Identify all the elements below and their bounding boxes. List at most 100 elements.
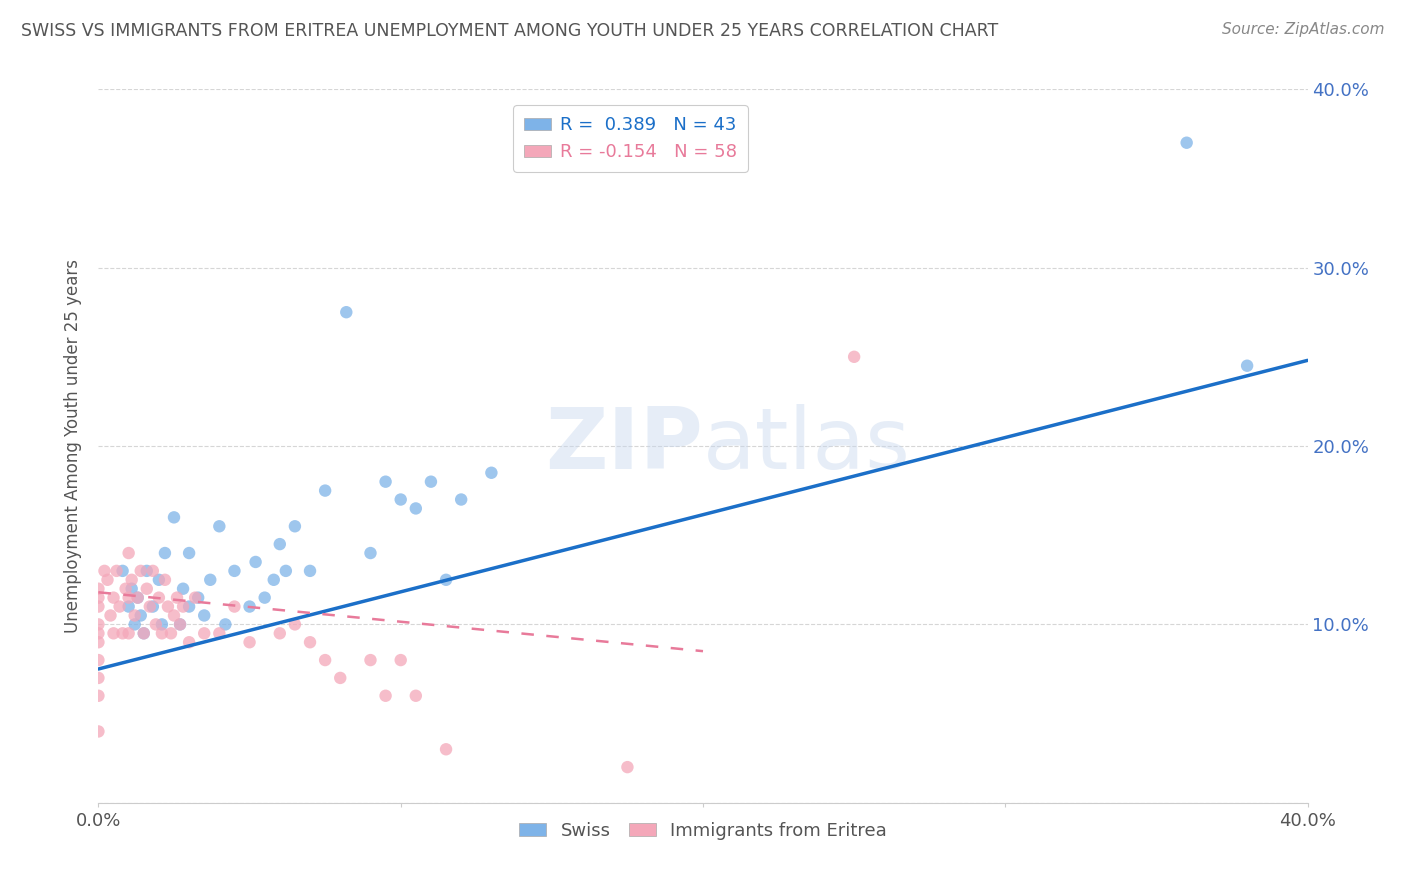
Point bbox=[1175, 136, 1198, 150]
Point bbox=[118, 599, 141, 614]
Point bbox=[132, 626, 155, 640]
Point bbox=[405, 689, 427, 703]
Point bbox=[142, 599, 165, 614]
Point bbox=[284, 519, 307, 533]
Point bbox=[118, 626, 141, 640]
Point bbox=[193, 608, 215, 623]
Point bbox=[166, 591, 188, 605]
Point bbox=[269, 537, 291, 551]
Point bbox=[374, 475, 396, 489]
Point bbox=[187, 591, 209, 605]
Point bbox=[118, 546, 141, 560]
Point bbox=[129, 608, 152, 623]
Point bbox=[87, 599, 110, 614]
Point bbox=[103, 591, 125, 605]
Point bbox=[169, 617, 191, 632]
Point bbox=[111, 626, 134, 640]
Point bbox=[103, 626, 125, 640]
Text: SWISS VS IMMIGRANTS FROM ERITREA UNEMPLOYMENT AMONG YOUTH UNDER 25 YEARS CORRELA: SWISS VS IMMIGRANTS FROM ERITREA UNEMPLO… bbox=[21, 22, 998, 40]
Point bbox=[269, 626, 291, 640]
Point bbox=[118, 591, 141, 605]
Point bbox=[87, 582, 110, 596]
Point bbox=[389, 653, 412, 667]
Text: atlas: atlas bbox=[703, 404, 911, 488]
Point bbox=[616, 760, 638, 774]
Point bbox=[405, 501, 427, 516]
Point bbox=[87, 635, 110, 649]
Point bbox=[145, 617, 167, 632]
Point bbox=[193, 626, 215, 640]
Point bbox=[87, 671, 110, 685]
Point bbox=[87, 591, 110, 605]
Point bbox=[434, 573, 457, 587]
Point bbox=[114, 582, 136, 596]
Point bbox=[87, 689, 110, 703]
Point bbox=[139, 599, 162, 614]
Point bbox=[253, 591, 276, 605]
Point bbox=[163, 608, 186, 623]
Point bbox=[129, 564, 152, 578]
Point bbox=[108, 599, 131, 614]
Point bbox=[96, 573, 118, 587]
Point bbox=[224, 599, 246, 614]
Point bbox=[208, 626, 231, 640]
Point bbox=[124, 608, 146, 623]
Point bbox=[450, 492, 472, 507]
Point bbox=[93, 564, 115, 578]
Point bbox=[142, 564, 165, 578]
Legend: Swiss, Immigrants from Eritrea: Swiss, Immigrants from Eritrea bbox=[512, 815, 894, 847]
Point bbox=[135, 564, 157, 578]
Point bbox=[314, 483, 336, 498]
Point bbox=[127, 591, 149, 605]
Point bbox=[121, 582, 143, 596]
Point bbox=[245, 555, 267, 569]
Point bbox=[150, 617, 173, 632]
Point bbox=[335, 305, 357, 319]
Point bbox=[150, 626, 173, 640]
Point bbox=[163, 510, 186, 524]
Point bbox=[844, 350, 866, 364]
Point bbox=[172, 582, 194, 596]
Point bbox=[224, 564, 246, 578]
Point bbox=[208, 519, 231, 533]
Point bbox=[121, 573, 143, 587]
Point bbox=[132, 626, 155, 640]
Point bbox=[299, 564, 322, 578]
Point bbox=[329, 671, 352, 685]
Point bbox=[127, 591, 149, 605]
Point bbox=[360, 546, 382, 560]
Point bbox=[360, 653, 382, 667]
Point bbox=[87, 617, 110, 632]
Point bbox=[274, 564, 297, 578]
Point bbox=[284, 617, 307, 632]
Point bbox=[434, 742, 457, 756]
Point bbox=[179, 635, 201, 649]
Point bbox=[179, 546, 201, 560]
Point bbox=[105, 564, 128, 578]
Point bbox=[169, 617, 191, 632]
Point bbox=[239, 599, 262, 614]
Point bbox=[124, 617, 146, 632]
Point bbox=[481, 466, 503, 480]
Text: Source: ZipAtlas.com: Source: ZipAtlas.com bbox=[1222, 22, 1385, 37]
Point bbox=[135, 582, 157, 596]
Point bbox=[153, 546, 176, 560]
Point bbox=[214, 617, 236, 632]
Y-axis label: Unemployment Among Youth under 25 years: Unemployment Among Youth under 25 years bbox=[65, 259, 83, 633]
Point bbox=[148, 591, 170, 605]
Point bbox=[87, 724, 110, 739]
Text: ZIP: ZIP bbox=[546, 404, 703, 488]
Point bbox=[148, 573, 170, 587]
Point bbox=[389, 492, 412, 507]
Point bbox=[100, 608, 122, 623]
Point bbox=[239, 635, 262, 649]
Point bbox=[184, 591, 207, 605]
Point bbox=[420, 475, 443, 489]
Point bbox=[314, 653, 336, 667]
Point bbox=[374, 689, 396, 703]
Point bbox=[172, 599, 194, 614]
Point bbox=[299, 635, 322, 649]
Point bbox=[111, 564, 134, 578]
Point bbox=[156, 599, 179, 614]
Point bbox=[87, 626, 110, 640]
